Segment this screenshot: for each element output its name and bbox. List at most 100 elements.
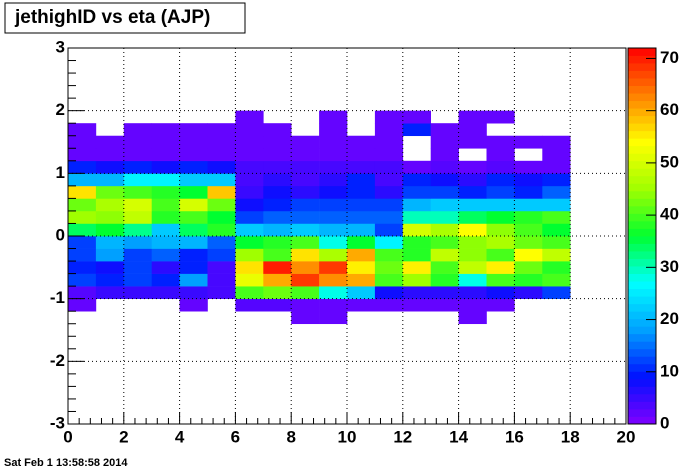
cell <box>291 185 320 199</box>
colorbar-band <box>628 341 656 350</box>
cell <box>347 286 376 299</box>
cell <box>458 135 487 149</box>
cell <box>291 286 320 299</box>
cell <box>207 273 236 287</box>
cell <box>95 223 125 237</box>
colorbar-band <box>628 183 656 192</box>
cell <box>95 236 125 249</box>
cell <box>319 135 348 149</box>
cell <box>151 160 180 174</box>
cell <box>486 210 515 224</box>
colorbar-band <box>628 416 656 425</box>
cell <box>458 286 487 299</box>
colorbar-band <box>628 93 656 102</box>
cell <box>319 261 348 274</box>
cell <box>123 248 152 262</box>
cell <box>123 160 152 174</box>
cell <box>235 298 264 312</box>
y-tick-label: -3 <box>50 413 65 432</box>
cell <box>458 298 487 312</box>
cell <box>402 261 431 274</box>
cell <box>263 261 292 274</box>
y-tick-label: 3 <box>56 37 65 56</box>
cell <box>235 185 264 199</box>
cell <box>263 236 292 249</box>
x-tick-label: 10 <box>338 427 357 446</box>
cell <box>486 110 515 124</box>
cell <box>486 173 515 187</box>
cell <box>542 173 571 187</box>
cell <box>514 198 543 212</box>
cell <box>486 286 515 299</box>
colorbar-band <box>628 281 656 290</box>
colorbar-band <box>628 386 656 395</box>
cell <box>151 210 180 224</box>
colorbar-tick-label: 40 <box>660 205 679 224</box>
cell <box>319 173 348 187</box>
colorbar-band <box>628 326 656 335</box>
cell <box>207 210 236 224</box>
cell <box>151 123 180 137</box>
cell <box>68 261 97 274</box>
cell <box>179 198 208 212</box>
cell <box>486 135 515 149</box>
cell <box>207 160 236 174</box>
colorbar-band <box>628 190 656 199</box>
cell <box>374 185 404 199</box>
cell <box>430 286 459 299</box>
cell <box>374 298 404 312</box>
colorbar-band <box>628 363 656 372</box>
cell <box>263 160 292 174</box>
cell <box>68 248 97 262</box>
cell <box>402 223 431 237</box>
cell <box>319 248 348 262</box>
cell <box>430 236 459 249</box>
colorbar-band <box>628 220 656 229</box>
cell <box>95 286 125 299</box>
cell <box>514 185 543 199</box>
cell <box>263 173 292 187</box>
cell <box>151 148 180 162</box>
cell <box>263 273 292 287</box>
colorbar-band <box>628 393 656 402</box>
colorbar-band <box>628 401 656 410</box>
cell <box>514 173 543 187</box>
cell <box>291 261 320 274</box>
chart-title: jethighID vs eta (AJP) <box>14 7 210 28</box>
x-tick-label: 2 <box>119 427 128 446</box>
colorbar-band <box>628 311 656 320</box>
x-tick-label: 8 <box>286 427 295 446</box>
cell <box>319 210 348 224</box>
cell <box>235 223 264 237</box>
colorbar-band <box>628 258 656 267</box>
colorbar-band <box>628 266 656 274</box>
colorbar-band <box>628 153 656 162</box>
cell <box>179 298 208 312</box>
colorbar-band <box>628 78 656 86</box>
cell <box>207 286 236 299</box>
cell <box>347 148 376 162</box>
cell <box>319 123 348 137</box>
cell <box>542 135 571 149</box>
cell <box>430 248 459 262</box>
cell <box>347 185 376 199</box>
cell <box>207 261 236 274</box>
cell <box>291 160 320 174</box>
x-tick-label: 18 <box>561 427 580 446</box>
cell <box>123 135 152 149</box>
cell <box>430 273 459 287</box>
colorbar-band <box>628 145 656 154</box>
colorbar-band <box>628 63 656 71</box>
cell <box>151 223 180 237</box>
cell <box>514 223 543 237</box>
cell <box>319 311 348 325</box>
colorbar-tick-label: 30 <box>660 257 679 276</box>
cell <box>347 173 376 187</box>
cell <box>95 185 125 199</box>
cell <box>430 185 459 199</box>
y-tick-label: -1 <box>50 288 65 307</box>
cell <box>402 210 431 224</box>
cell <box>207 123 236 137</box>
cell <box>123 236 152 249</box>
cell <box>68 123 97 137</box>
